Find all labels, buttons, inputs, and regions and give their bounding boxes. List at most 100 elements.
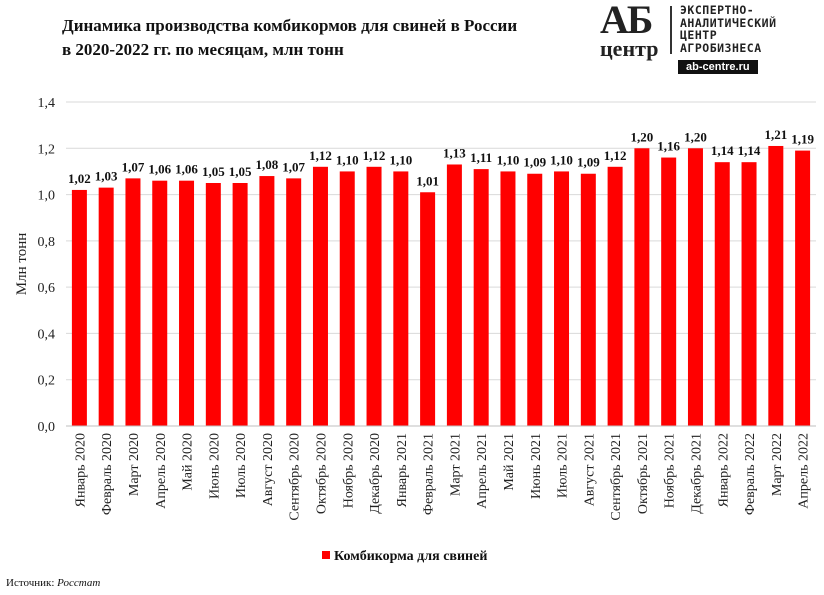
- data-label: 1,12: [309, 148, 332, 163]
- data-label: 1,10: [336, 152, 359, 167]
- bar: [714, 162, 730, 426]
- data-label: 1,03: [95, 169, 118, 184]
- data-label: 1,19: [791, 132, 814, 147]
- data-label: 1,16: [657, 139, 680, 154]
- bar: [527, 173, 543, 426]
- bar: [580, 173, 596, 426]
- x-tick-label: Февраль 2021: [422, 433, 437, 515]
- x-tick-label: Март 2020: [127, 433, 142, 496]
- bar: [71, 189, 87, 426]
- x-tick-label: Январь 2021: [395, 433, 410, 507]
- logo-line: ЦЕНТР: [680, 28, 718, 42]
- x-tick-label: Январь 2022: [716, 433, 731, 507]
- data-label: 1,12: [604, 148, 627, 163]
- bar: [366, 166, 382, 427]
- x-tick-label: Ноябрь 2021: [663, 433, 678, 508]
- logo-line: АГРОБИЗНЕСА: [680, 40, 762, 55]
- x-tick-label: Апрель 2022: [797, 433, 812, 509]
- bar: [259, 176, 275, 426]
- bar: [232, 183, 248, 426]
- data-label: 1,11: [470, 150, 492, 165]
- data-label: 1,06: [148, 162, 171, 177]
- y-tick-label: 0,8: [38, 235, 56, 250]
- x-tick-label: Ноябрь 2020: [341, 433, 356, 508]
- x-tick-label: Декабрь 2021: [689, 433, 704, 514]
- logo-site: ab-centre.ru: [678, 60, 758, 74]
- logo-small: центр: [600, 36, 659, 61]
- x-tick-label: Август 2020: [261, 433, 276, 506]
- x-tick-label: Август 2021: [582, 433, 597, 506]
- y-tick-label: 0,2: [38, 374, 56, 389]
- data-label: 1,05: [202, 164, 225, 179]
- data-label: 1,13: [443, 145, 466, 160]
- data-label: 1,06: [175, 162, 198, 177]
- source: Источник: Росстат: [6, 577, 100, 589]
- bar: [741, 162, 757, 426]
- x-tick-label: Октябрь 2021: [636, 433, 651, 514]
- legend-swatch: [322, 551, 330, 559]
- data-label: 1,01: [416, 173, 439, 188]
- logo-line: АНАЛИТИЧЕСКИЙ: [680, 15, 777, 30]
- data-label: 1,21: [764, 127, 787, 142]
- data-label: 1,07: [282, 159, 305, 174]
- data-label: 1,02: [68, 171, 91, 186]
- legend-label: Комбикорма для свиней: [334, 549, 487, 564]
- x-tick-label: Сентябрь 2020: [288, 433, 303, 521]
- bar: [286, 178, 302, 426]
- data-label: 1,10: [389, 152, 412, 167]
- y-tick-label: 0,0: [38, 420, 56, 435]
- bar: [312, 166, 328, 427]
- x-tick-label: Сентябрь 2021: [609, 433, 624, 521]
- y-axis-label: Млн тонн: [14, 233, 30, 296]
- data-label: 1,14: [738, 143, 761, 158]
- data-label: 1,05: [229, 164, 252, 179]
- source-label: Источник:: [6, 577, 55, 589]
- data-label: 1,09: [577, 155, 600, 170]
- bar: [795, 150, 811, 426]
- x-tick-label: Январь 2020: [73, 433, 88, 507]
- y-tick-label: 0,6: [38, 281, 56, 296]
- logo-big: АБ: [600, 0, 653, 42]
- bar: [473, 169, 489, 426]
- data-label: 1,20: [684, 129, 707, 144]
- data-label: 1,20: [631, 129, 654, 144]
- x-tick-label: Октябрь 2020: [314, 433, 329, 514]
- data-label: 1,09: [523, 155, 546, 170]
- x-tick-label: Февраль 2022: [743, 433, 758, 515]
- y-tick-label: 1,4: [38, 96, 56, 111]
- data-label: 1,12: [363, 148, 386, 163]
- x-tick-label: Июнь 2020: [207, 433, 222, 499]
- title-line-2: в 2020-2022 гг. по месяцам, млн тонн: [62, 40, 344, 59]
- x-tick-label: Апрель 2021: [475, 433, 490, 509]
- x-tick-label: Июль 2021: [556, 433, 571, 498]
- chart-title: Динамика производства комбикормов для св…: [62, 14, 517, 62]
- y-tick-label: 1,0: [38, 189, 56, 204]
- bar: [446, 164, 462, 426]
- x-tick-label: Март 2022: [770, 433, 785, 496]
- bar: [152, 180, 168, 426]
- bar: [634, 148, 650, 427]
- x-tick-label: Май 2021: [502, 433, 517, 491]
- x-tick-label: Апрель 2020: [154, 433, 169, 509]
- source-value: Росстат: [57, 577, 101, 589]
- bar: [393, 171, 409, 426]
- x-tick-label: Июль 2020: [234, 433, 249, 498]
- ab-centre-logo: АБ центр ЭКСПЕРТНО- АНАЛИТИЧЕСКИЙ ЦЕНТР …: [596, 0, 821, 77]
- bar: [500, 171, 516, 426]
- logo-line: ЭКСПЕРТНО-: [680, 3, 755, 17]
- y-tick-label: 0,4: [38, 327, 56, 342]
- bar: [339, 171, 355, 426]
- data-label: 1,10: [550, 152, 573, 167]
- y-tick-label: 1,2: [38, 142, 56, 157]
- data-label: 1,07: [122, 159, 145, 174]
- bar: [205, 183, 221, 426]
- bar: [125, 178, 141, 426]
- bar: [179, 180, 195, 426]
- x-tick-label: Июнь 2021: [529, 433, 544, 499]
- bar: [768, 145, 784, 426]
- data-label: 1,14: [711, 143, 734, 158]
- x-tick-label: Февраль 2020: [100, 433, 115, 515]
- data-label: 1,10: [497, 152, 520, 167]
